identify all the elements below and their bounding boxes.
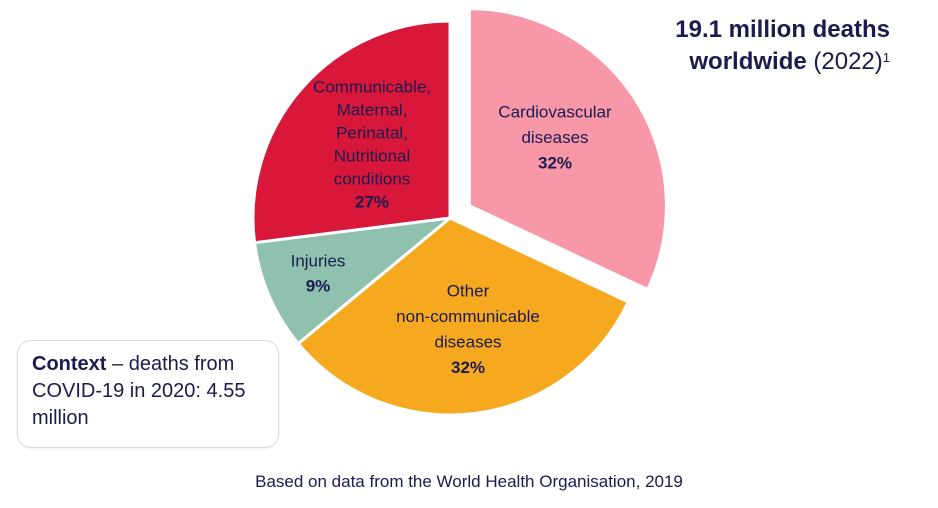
pie-slice bbox=[253, 216, 452, 346]
slice-value-label: 27% bbox=[355, 192, 389, 211]
source-note: Based on data from the World Health Orga… bbox=[255, 472, 683, 491]
title-main: 19.1 million deaths worldwide bbox=[675, 16, 890, 75]
slice-label: diseases bbox=[434, 332, 501, 351]
slice-value-label: 32% bbox=[538, 153, 572, 172]
slice-label: Other bbox=[447, 281, 490, 300]
chart-title: 19.1 million deaths worldwide (2022)1 bbox=[630, 14, 890, 78]
title-footnote: 1 bbox=[882, 50, 890, 65]
slice-label: conditions bbox=[334, 169, 411, 188]
pie-slice bbox=[467, 7, 668, 292]
context-text: – deaths from COVID-19 in 2020: 4.55 mil… bbox=[32, 353, 246, 429]
context-box: Context – deaths from COVID-19 in 2020: … bbox=[17, 340, 279, 448]
slice-label: diseases bbox=[521, 128, 588, 147]
slice-label: Maternal, bbox=[337, 100, 408, 119]
slice-label: Cardiovascular bbox=[498, 102, 612, 121]
context-label: Context bbox=[32, 353, 107, 375]
pie-slice bbox=[251, 19, 452, 245]
slice-label: Communicable, bbox=[313, 77, 431, 96]
pie-slice bbox=[296, 216, 630, 417]
slice-label: Injuries bbox=[291, 251, 346, 270]
slice-label: Perinatal, bbox=[336, 123, 408, 142]
slice-value-label: 32% bbox=[451, 358, 485, 377]
slice-label: Nutritional bbox=[334, 146, 411, 165]
slice-label: non-communicable bbox=[396, 307, 540, 326]
title-note: (2022) bbox=[813, 48, 883, 75]
slice-value-label: 9% bbox=[306, 276, 331, 295]
